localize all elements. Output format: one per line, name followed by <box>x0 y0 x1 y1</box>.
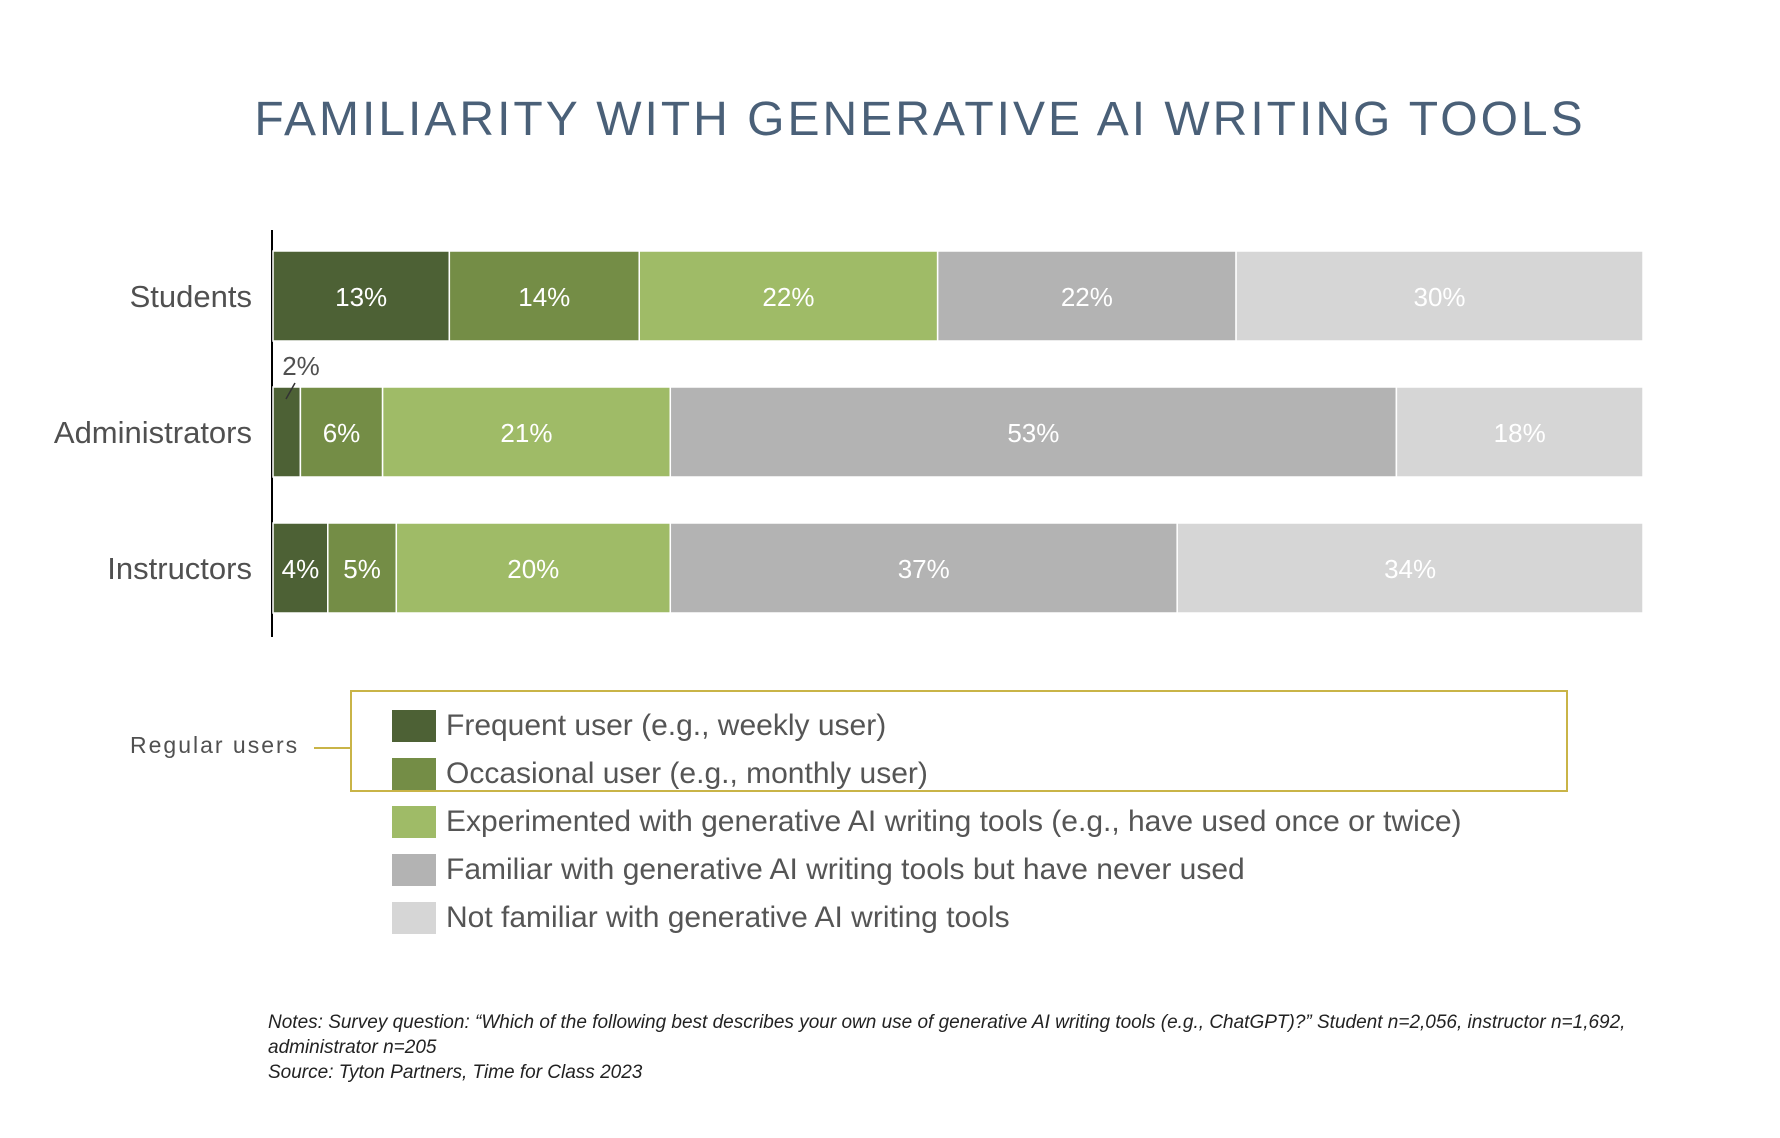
legend-label-4: Familiar with generative AI writing tool… <box>446 853 1245 886</box>
legend-item-3: Experimented with generative AI writing … <box>392 798 1462 846</box>
bar-administrators-series-1 <box>272 386 302 478</box>
bar-students-series-2 <box>448 250 640 342</box>
bar-instructors-series-3 <box>395 522 672 614</box>
regular-users-connector <box>314 747 350 749</box>
legend-item-5: Not familiar with generative AI writing … <box>392 894 1462 942</box>
legend-swatch-5 <box>392 902 436 934</box>
bar-label-instructors-series-1: 4% <box>282 554 320 584</box>
bar-label-administrators-series-1: 2% <box>282 351 320 381</box>
legend-label-3: Experimented with generative AI writing … <box>446 805 1462 838</box>
legend-label-2: Occasional user (e.g., monthly user) <box>446 757 928 790</box>
legend-label-5: Not familiar with generative AI writing … <box>446 901 1010 934</box>
legend-swatch-3 <box>392 806 436 838</box>
bar-students-series-4 <box>936 250 1237 342</box>
legend-swatch-2 <box>392 758 436 790</box>
bar-students-series-1 <box>272 250 451 342</box>
bar-label-instructors-series-3: 20% <box>507 554 559 584</box>
bar-students-series-5 <box>1235 250 1644 342</box>
bar-label-instructors-series-2: 5% <box>343 554 381 584</box>
bar-instructors-series-5 <box>1176 522 1644 614</box>
bar-students-series-3 <box>638 250 939 342</box>
regular-users-bracket <box>350 690 1568 792</box>
category-label-instructors: Instructors <box>107 551 252 586</box>
bar-label-administrators-series-5: 18% <box>1494 418 1546 448</box>
bar-label-students-series-5: 30% <box>1414 282 1466 312</box>
category-label-administrators: Administrators <box>54 415 252 450</box>
bar-label-administrators-series-3: 21% <box>500 418 552 448</box>
legend-label-1: Frequent user (e.g., weekly user) <box>446 709 887 742</box>
bar-label-administrators-series-2: 6% <box>323 418 361 448</box>
bar-administrators-series-4 <box>669 386 1398 478</box>
bar-label-students-series-3: 22% <box>762 282 814 312</box>
legend-swatch-1 <box>392 710 436 742</box>
callout-leader-administrators <box>285 382 296 400</box>
stacked-bar-chart: Students 13% 14% 22% 22% 30% Administrators 2% 6… <box>54 230 1644 637</box>
legend: Frequent user (e.g., weekly user) Occasio… <box>392 702 1462 942</box>
bar-label-students-series-2: 14% <box>518 282 570 312</box>
legend-item-1: Frequent user (e.g., weekly user) <box>392 702 1462 750</box>
bar-label-students-series-4: 22% <box>1061 282 1113 312</box>
bar-label-students-series-1: 13% <box>335 282 387 312</box>
bar-label-administrators-series-4: 53% <box>1007 418 1059 448</box>
legend-swatch-4 <box>392 854 436 886</box>
category-label-students: Students <box>130 279 252 314</box>
notes-survey: Notes: Survey question: “Which of the fo… <box>268 1012 1626 1058</box>
bar-administrators-series-3 <box>381 386 672 478</box>
bar-label-instructors-series-4: 37% <box>898 554 950 584</box>
bar-instructors-series-4 <box>669 522 1178 614</box>
regular-users-label: Regular users <box>130 732 300 758</box>
legend-item-4: Familiar with generative AI writing tool… <box>392 846 1462 894</box>
notes: Notes: Survey question: “Which of the fo… <box>268 1010 1668 1085</box>
notes-source: Source: Tyton Partners, Time for Class 2… <box>268 1062 643 1083</box>
bar-administrators-series-2 <box>299 386 384 478</box>
chart-title: FAMILIARITY WITH GENERATIVE AI WRITING T… <box>254 93 1586 146</box>
bar-label-instructors-series-5: 34% <box>1384 554 1436 584</box>
bar-administrators-series-5 <box>1395 386 1644 478</box>
legend-item-2: Occasional user (e.g., monthly user) <box>392 750 1462 798</box>
bar-instructors-series-1 <box>272 522 329 614</box>
